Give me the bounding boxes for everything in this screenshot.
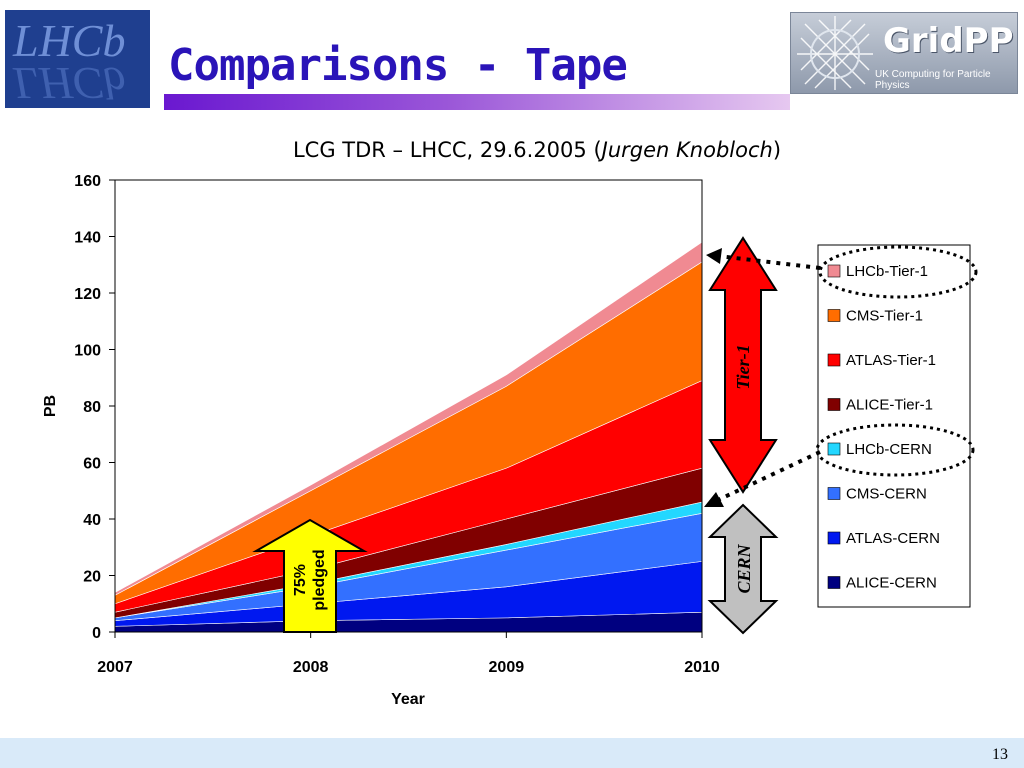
- legend-label-lhcb-cern: LHCb-CERN: [846, 441, 932, 458]
- pledge-arrow: 75% pledged: [252, 518, 368, 633]
- lhcb-logo: LHCb LHCb: [5, 10, 150, 109]
- lhcb-tier1-pointer: [717, 254, 821, 270]
- pledge-label-percent: 75%: [292, 564, 309, 596]
- lhcb-cern-pointer-head: [704, 492, 724, 507]
- grid-globe-icon: [797, 16, 873, 90]
- y-tick-label: 120: [74, 286, 101, 303]
- y-tick-label: 160: [74, 173, 101, 190]
- legend-label-cms-tier-1: CMS-Tier-1: [846, 308, 923, 325]
- tape-storage-chart: LCG TDR – LHCC, 29.6.2005 (Jurgen Knoblo…: [42, 138, 978, 708]
- legend-swatch-cms-tier-1: [827, 309, 841, 322]
- legend-swatch-cms-cern: [827, 487, 841, 500]
- y-tick-label: 100: [74, 343, 101, 360]
- gridpp-logo: GridPP UK Computing for Particle Physics: [790, 12, 1018, 94]
- chart-subtitle: LCG TDR – LHCC, 29.6.2005 (Jurgen Knoblo…: [293, 138, 781, 162]
- legend-label-atlas-cern: ATLAS-CERN: [846, 530, 940, 547]
- lhcb-cern-pointer: [717, 450, 821, 502]
- legend-swatch-atlas-cern: [827, 531, 841, 545]
- x-tick-label: 2009: [489, 659, 525, 676]
- x-tick-label: 2007: [97, 659, 133, 676]
- legend-label-cms-cern: CMS-CERN: [846, 486, 927, 503]
- y-tick-labels: 0 20 40 60 80 100 120 140 160: [74, 173, 115, 642]
- legend-swatch-atlas-tier-1: [827, 353, 841, 367]
- slide-title: Comparisons - Tape: [168, 40, 628, 91]
- cern-label: CERN: [734, 543, 754, 593]
- cern-double-arrow: CERN: [707, 503, 779, 635]
- footer-bar: [0, 738, 1024, 768]
- y-tick-label: 20: [83, 569, 101, 586]
- highlight-callouts: [704, 245, 978, 507]
- x-tick-label: 2008: [293, 659, 329, 676]
- legend: LHCb-Tier-1 CMS-Tier-1 ATLAS-Tier-1 ALICE-T…: [817, 244, 971, 608]
- tier1-label: Tier-1: [733, 344, 753, 389]
- gridpp-logo-text: GridPP: [883, 21, 1014, 61]
- stacked-areas: [114, 241, 703, 633]
- x-tick-label: 2010: [684, 659, 720, 676]
- y-tick-label: 0: [92, 625, 101, 642]
- chart-subtitle-end: ): [773, 138, 781, 162]
- legend-swatch-lhcb-tier-1: [827, 264, 841, 278]
- title-underline-bar: [164, 94, 790, 110]
- legend-label-alice-tier-1: ALICE-Tier-1: [846, 397, 933, 414]
- y-axis-label: PB: [42, 395, 59, 417]
- lhcb-tier1-highlight: [818, 245, 978, 299]
- y-tick-label: 40: [83, 512, 101, 529]
- lhcb-tier1-pointer-head: [706, 248, 722, 264]
- legend-label-atlas-tier-1: ATLAS-Tier-1: [846, 352, 936, 369]
- pledge-label-text: pledged: [311, 549, 328, 610]
- lhcb-logo-text: LHCb: [13, 15, 126, 66]
- x-tick-labels: 2007 2008 2009 2010: [97, 632, 720, 676]
- legend-box: [817, 244, 971, 608]
- chart-subtitle-plain: LCG TDR – LHCC, 29.6.2005 (: [293, 138, 602, 162]
- tier1-double-arrow: Tier-1: [708, 236, 778, 494]
- lhcb-cern-highlight: [815, 423, 975, 477]
- y-tick-label: 140: [74, 230, 101, 247]
- y-tick-label: 60: [83, 456, 101, 473]
- page-number: 13: [992, 746, 1008, 763]
- legend-swatch-lhcb-cern: [827, 442, 841, 456]
- gridpp-logo-subtext: UK Computing for Particle Physics: [875, 69, 991, 91]
- legend-swatch-alice-cern: [827, 576, 841, 589]
- y-tick-label: 80: [83, 399, 101, 416]
- chart-subtitle-author: Jurgen Knobloch: [598, 138, 773, 162]
- legend-label-lhcb-tier-1: LHCb-Tier-1: [846, 263, 928, 280]
- x-axis-label: Year: [391, 691, 425, 708]
- legend-label-alice-cern: ALICE-CERN: [846, 575, 937, 592]
- legend-swatch-alice-tier-1: [827, 398, 841, 411]
